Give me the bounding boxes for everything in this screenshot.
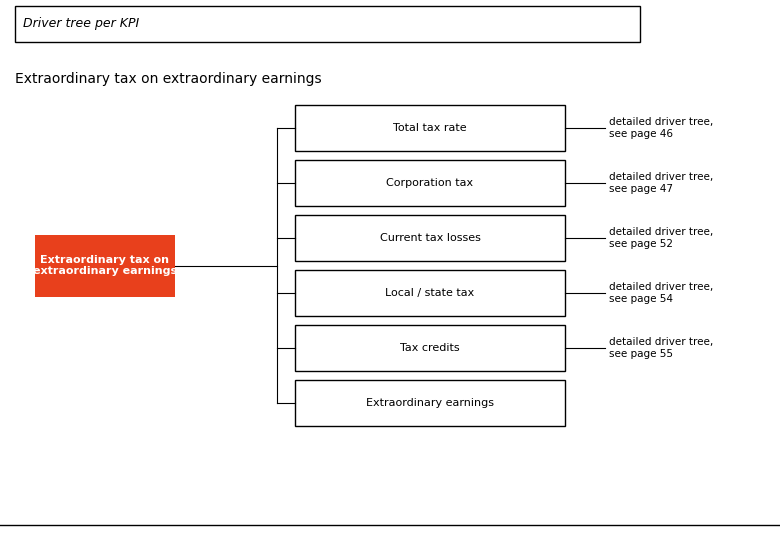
FancyBboxPatch shape (295, 380, 565, 426)
Text: Tax credits: Tax credits (400, 343, 460, 353)
Text: detailed driver tree,
see page 55: detailed driver tree, see page 55 (609, 337, 713, 359)
FancyBboxPatch shape (35, 234, 175, 296)
FancyBboxPatch shape (295, 160, 565, 206)
Text: Corporation tax: Corporation tax (386, 178, 473, 188)
Text: Current tax losses: Current tax losses (380, 233, 480, 243)
Text: Driver tree per KPI: Driver tree per KPI (23, 17, 140, 30)
Text: detailed driver tree,
see page 47: detailed driver tree, see page 47 (609, 172, 713, 194)
Text: Extraordinary earnings: Extraordinary earnings (366, 398, 494, 408)
Text: Extraordinary tax on
extraordinary earnings: Extraordinary tax on extraordinary earni… (33, 255, 177, 276)
FancyBboxPatch shape (295, 270, 565, 316)
Text: Extraordinary tax on extraordinary earnings: Extraordinary tax on extraordinary earni… (15, 72, 321, 86)
FancyBboxPatch shape (295, 325, 565, 371)
Text: detailed driver tree,
see page 54: detailed driver tree, see page 54 (609, 282, 713, 304)
Text: Local / state tax: Local / state tax (385, 288, 474, 298)
Text: detailed driver tree,
see page 52: detailed driver tree, see page 52 (609, 227, 713, 249)
Text: detailed driver tree,
see page 46: detailed driver tree, see page 46 (609, 117, 713, 139)
Text: Total tax rate: Total tax rate (393, 123, 466, 133)
FancyBboxPatch shape (295, 105, 565, 151)
FancyBboxPatch shape (295, 215, 565, 261)
FancyBboxPatch shape (15, 6, 640, 42)
